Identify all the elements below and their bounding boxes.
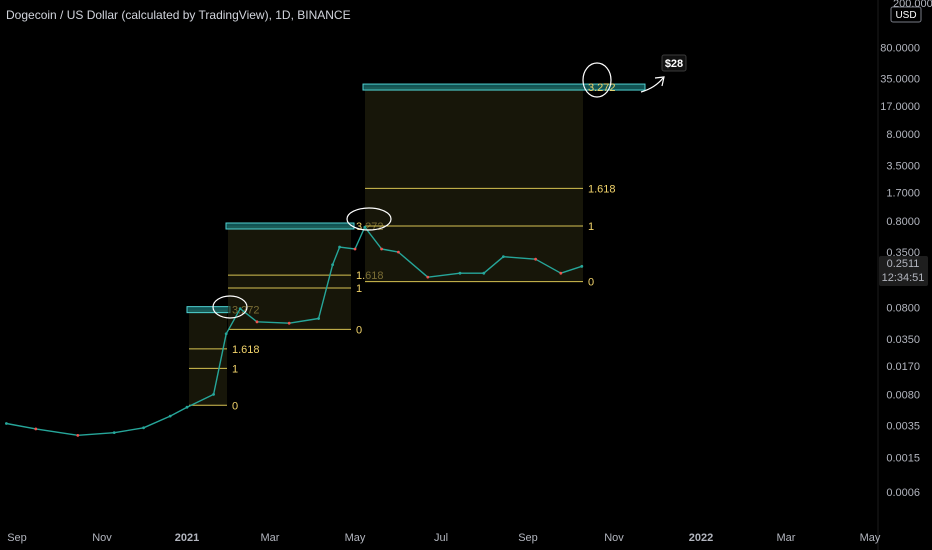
time-tick-label: May — [345, 532, 366, 544]
currency-badge — [890, 6, 922, 23]
fib-zone-2 — [228, 226, 351, 330]
fib-level-label: 0 — [356, 324, 362, 336]
price-tick-label: 8.0000 — [886, 129, 920, 141]
hand-drawn-circles — [212, 62, 612, 319]
price-point — [338, 245, 341, 249]
fib-zone-3 — [365, 87, 583, 282]
price-tick-label: 1.7000 — [886, 188, 920, 200]
fib-level-label: 1 — [588, 221, 594, 233]
circle-mark — [212, 295, 248, 319]
price-target-note: $28 — [665, 58, 683, 70]
price-tick-label: 0.0800 — [886, 303, 920, 315]
currency-label: USD — [895, 10, 916, 21]
arrow-curve — [640, 77, 664, 93]
price-tick-label: 0.0080 — [886, 389, 920, 401]
price-point — [238, 307, 242, 311]
arrow-head-icon — [654, 76, 665, 87]
time-tick-label: Mar — [777, 532, 796, 544]
price-tick-label: 200.0000 — [893, 0, 932, 10]
time-tick-label: Mar — [261, 532, 280, 544]
time-tick-label: Jul — [434, 532, 448, 544]
price-line — [6, 226, 583, 436]
time-tick-label: 2021 — [175, 532, 199, 544]
price-series-layer — [5, 225, 584, 437]
fib-level-label: 1 — [356, 283, 362, 295]
price-point — [76, 433, 80, 437]
price-point — [34, 427, 38, 431]
price-point — [5, 422, 8, 425]
price-tick-label: 3.5000 — [886, 160, 920, 172]
time-axis: Sep Nov 2021 Mar May Jul Sep Nov 2022 Mar May — [7, 532, 881, 544]
circle-mark — [582, 62, 612, 98]
chart-title: Dogecoin / US Dollar (calculated by Trad… — [6, 8, 351, 22]
time-tick-label: Sep — [7, 532, 27, 544]
time-tick-label: 2022 — [689, 532, 713, 544]
price-point — [397, 250, 400, 254]
price-tick-label: 0.0350 — [886, 334, 920, 346]
time-tick-label: Sep — [518, 532, 538, 544]
fib-target-band — [186, 306, 231, 314]
last-price-badge — [879, 256, 928, 286]
price-point — [353, 247, 357, 251]
price-point — [559, 271, 563, 275]
fib-level-label: 1 — [232, 363, 238, 375]
price-point — [287, 321, 291, 325]
fib-target-band — [362, 83, 646, 91]
annotation-layer: $28 — [640, 54, 687, 93]
price-point — [212, 393, 216, 396]
price-tick-label: 0.0006 — [886, 487, 920, 499]
fib-target-band — [225, 222, 355, 230]
last-price-countdown: 12:34:51 — [882, 272, 925, 284]
price-point — [380, 247, 383, 251]
time-tick-label: Nov — [604, 532, 624, 544]
price-tick-label: 35.0000 — [880, 74, 920, 86]
price-point — [363, 225, 367, 229]
price-point — [534, 257, 537, 261]
time-tick-label: Nov — [92, 532, 112, 544]
price-point — [482, 271, 486, 275]
price-point — [255, 320, 259, 324]
price-tick-label: 0.8000 — [886, 216, 920, 228]
fib-level-label: 3.272 — [588, 82, 616, 94]
price-point — [224, 332, 228, 336]
price-point — [142, 426, 146, 430]
price-point — [502, 255, 505, 259]
price-point — [426, 275, 430, 279]
circle-mark — [346, 207, 392, 231]
price-tick-label: 0.0170 — [886, 361, 920, 373]
price-point — [112, 431, 116, 435]
fib-level-label: 1.618 — [232, 344, 260, 356]
note-box — [661, 54, 687, 72]
price-axis: 80.0000 35.0000 17.0000 8.0000 3.5000 1.7000 0… — [880, 0, 932, 499]
price-point — [185, 405, 189, 409]
time-tick-label: May — [860, 532, 881, 544]
fib-level-label: 0 — [232, 400, 238, 412]
price-tick-label: 17.0000 — [880, 101, 920, 113]
last-price-value: 0.2511 — [887, 258, 920, 270]
price-tick-label: 0.0035 — [886, 421, 920, 433]
fib-level-label: 1.618 — [588, 183, 616, 195]
price-tick-label: 0.0015 — [886, 452, 920, 464]
price-tick-label: 80.0000 — [880, 43, 920, 55]
price-point — [458, 271, 462, 275]
price-point — [317, 317, 320, 320]
price-point — [580, 264, 584, 268]
price-point — [168, 414, 172, 418]
price-point — [331, 263, 334, 267]
fib-level-label: 0 — [588, 277, 594, 289]
